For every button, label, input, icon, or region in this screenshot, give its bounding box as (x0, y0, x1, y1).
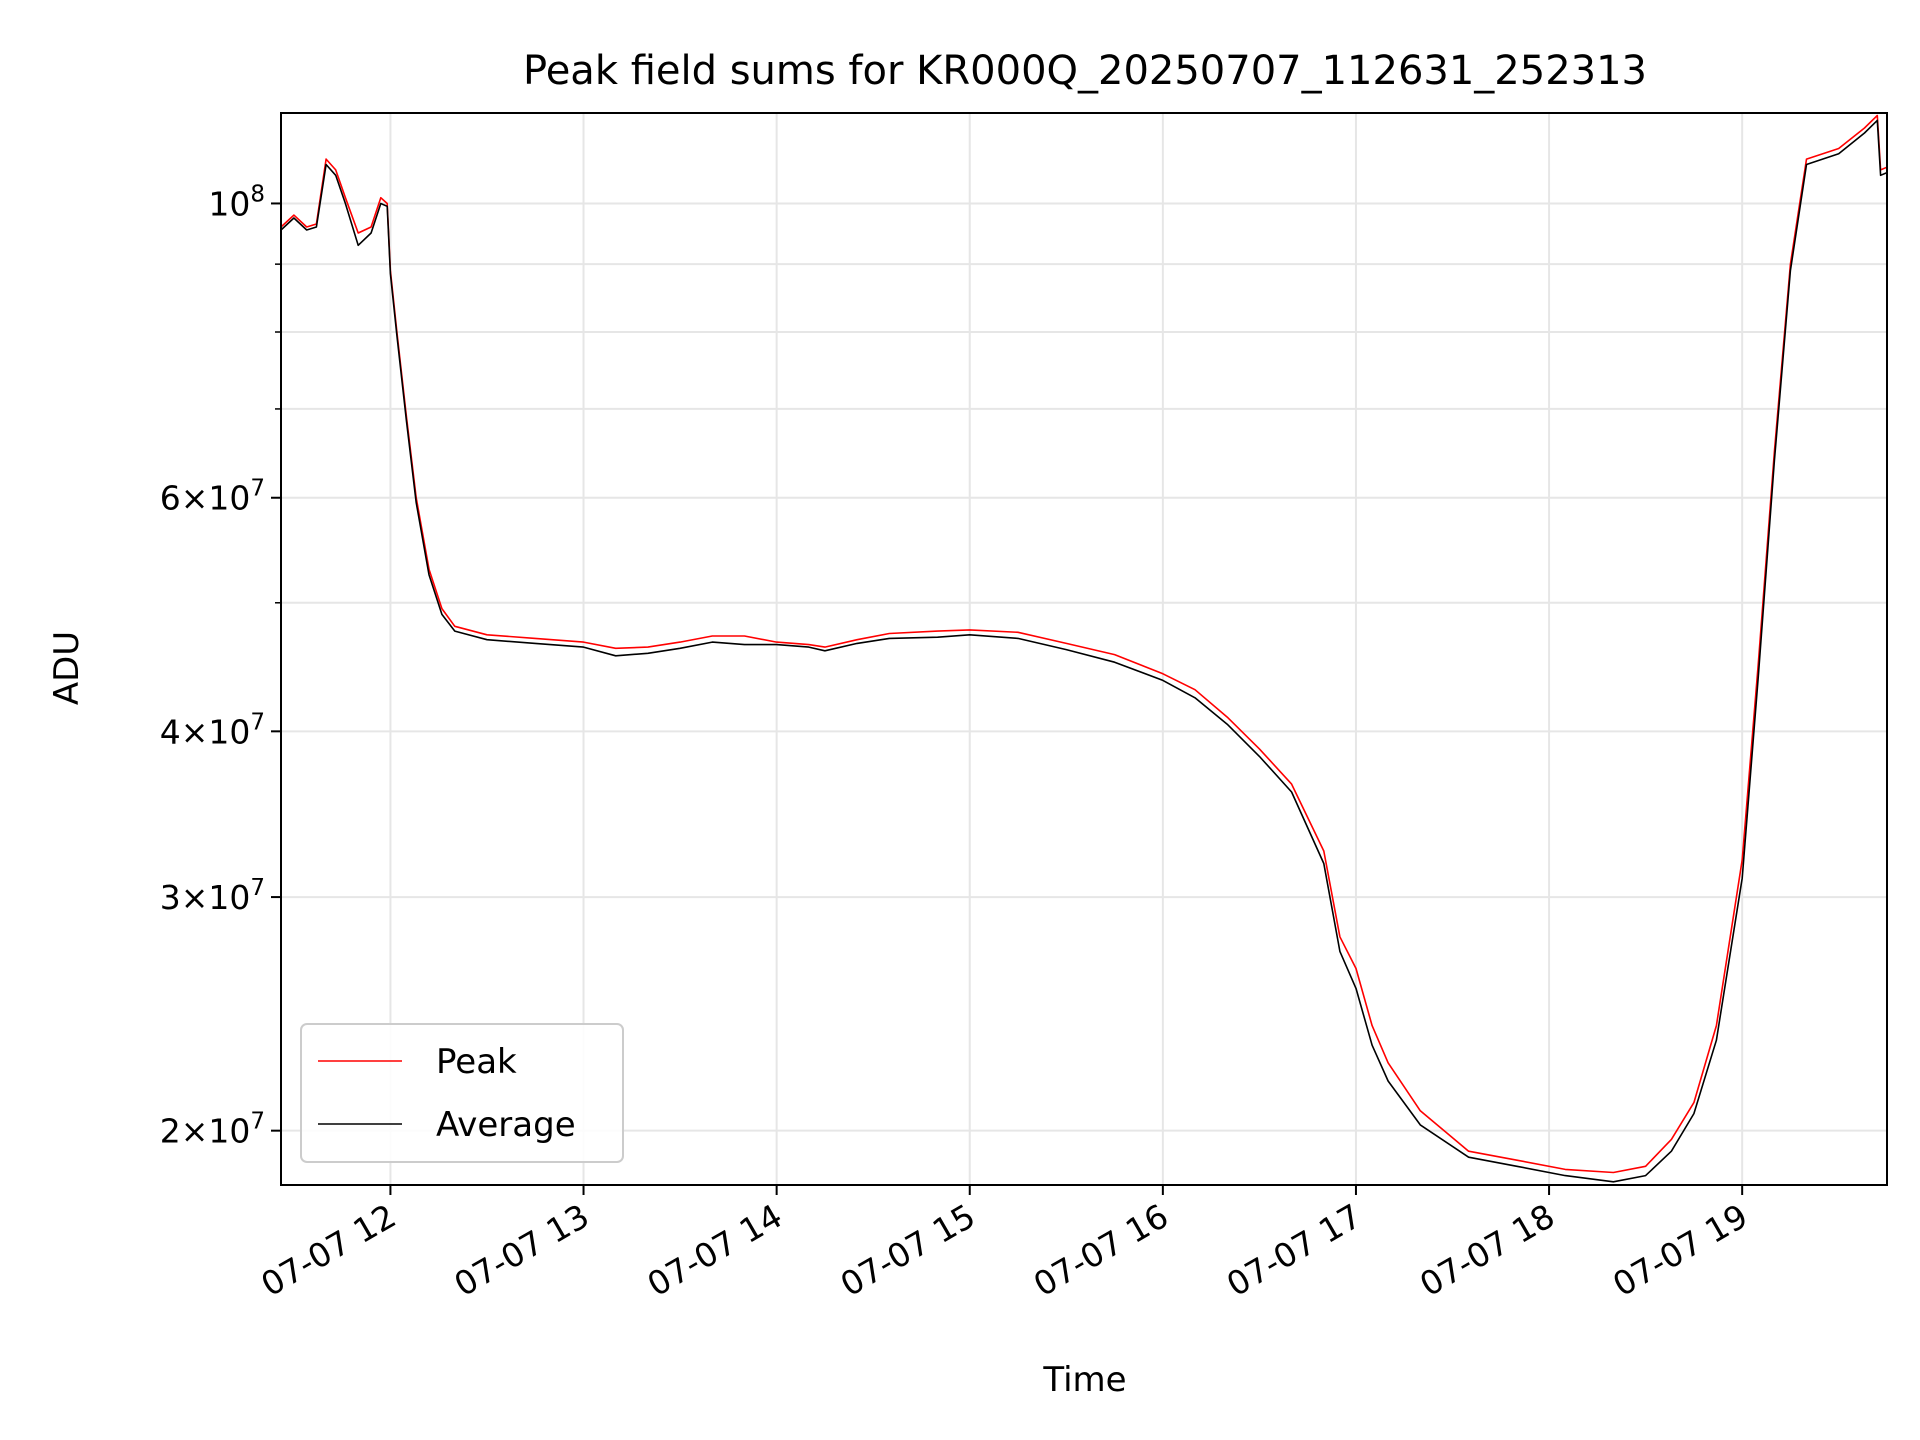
legend-box (300, 1023, 624, 1163)
y-tick-label: 4×107 (160, 709, 265, 751)
plot-frame (280, 112, 1888, 1186)
legend-label: Average (436, 1105, 576, 1145)
legend-label: Peak (436, 1042, 517, 1082)
y-tick-label: 108 (208, 181, 265, 223)
plot-series (280, 114, 1888, 1183)
legend: Peak Average (300, 1023, 624, 1163)
series-line-average (280, 119, 1888, 1183)
y-tick-label: 3×107 (160, 875, 265, 917)
grid-lines (281, 113, 1887, 1185)
chart-title: Peak field sums for KR000Q_20250707_1126… (523, 48, 1647, 94)
y-tick-label: 6×107 (160, 476, 265, 518)
y-tick-label: 2×107 (160, 1109, 265, 1151)
x-axis-label: Time (1042, 1360, 1126, 1400)
y-axis-label: ADU (47, 631, 87, 705)
